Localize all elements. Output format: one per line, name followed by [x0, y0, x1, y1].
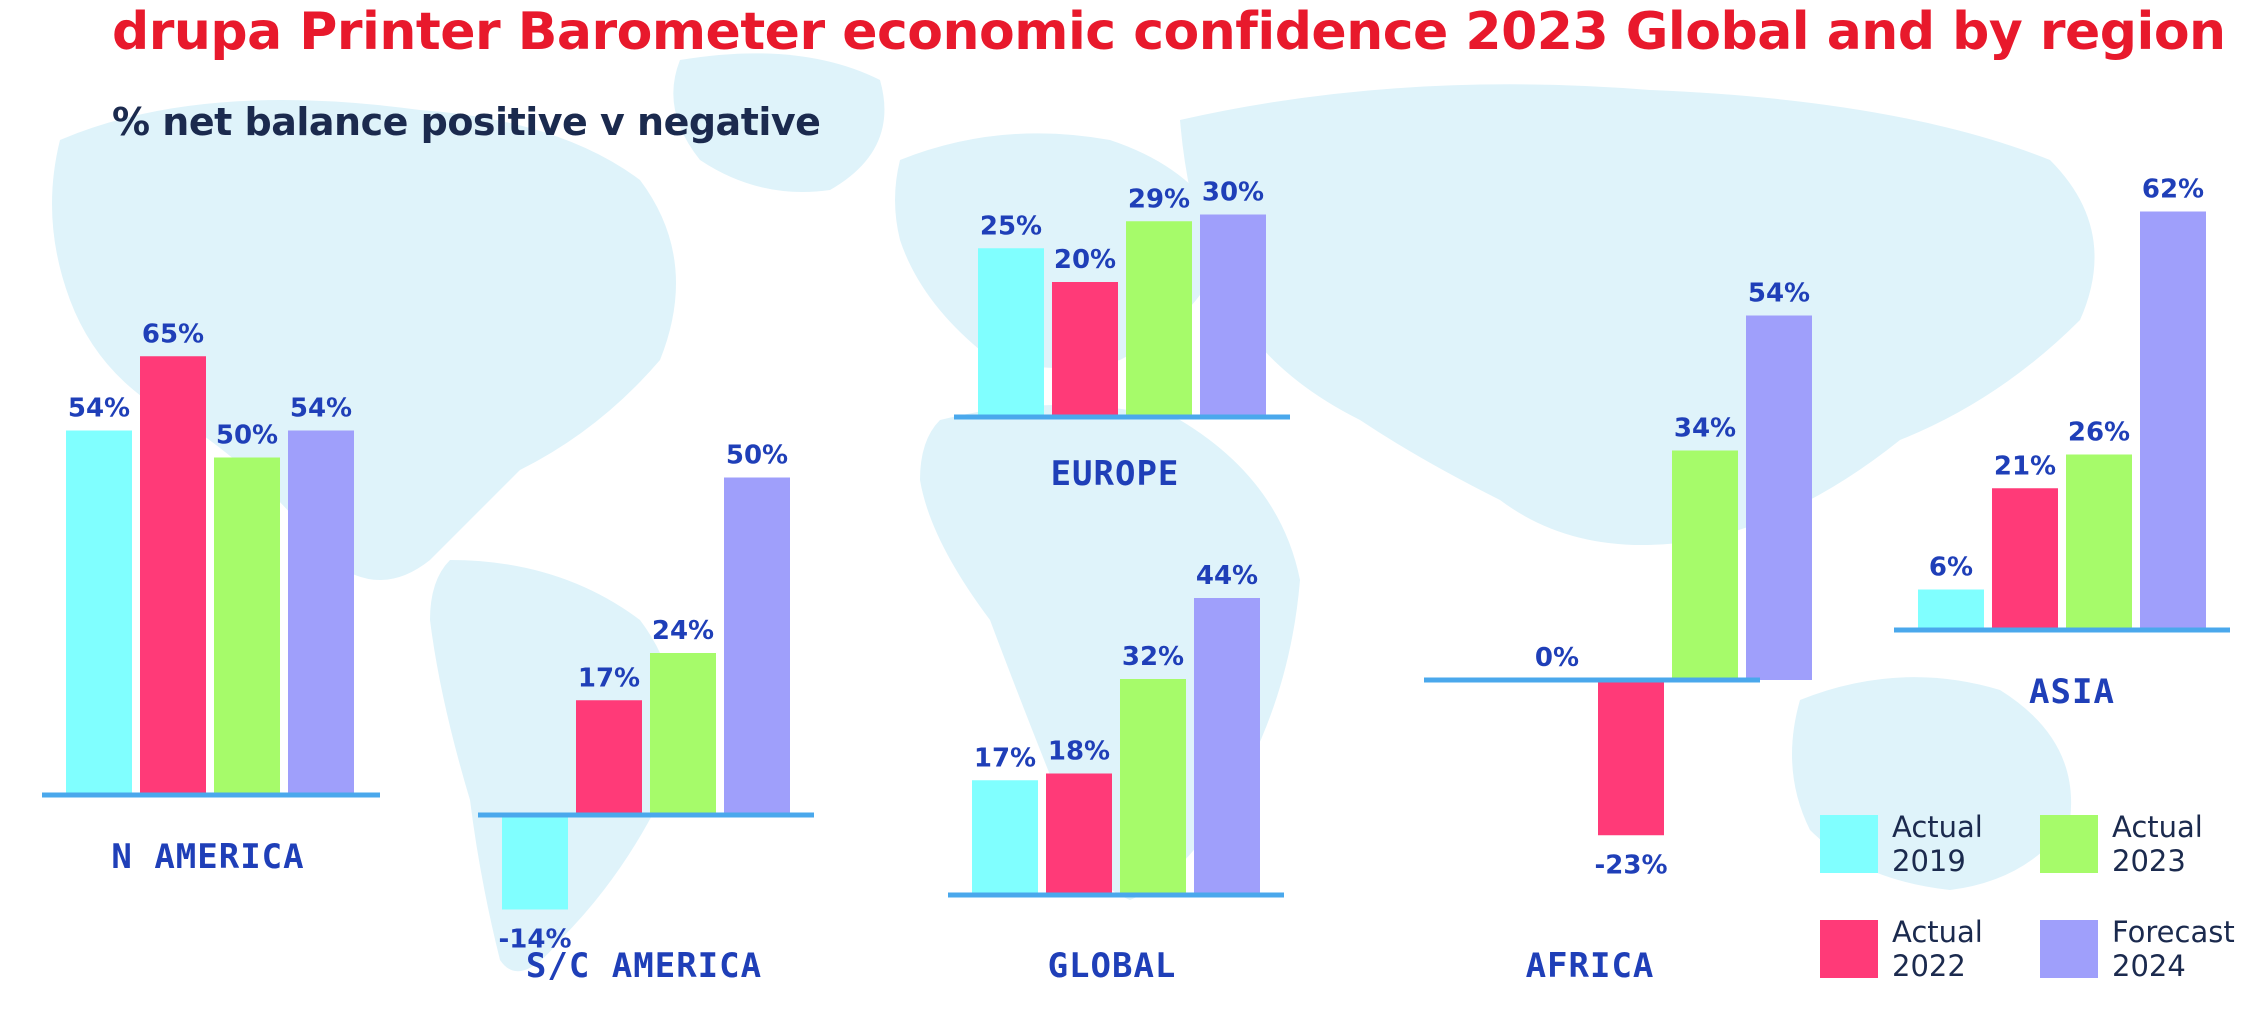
- region-label-asia: ASIA: [2029, 672, 2115, 712]
- data-label-africa-2: 34%: [1674, 414, 1736, 444]
- data-label-asia-2: 26%: [2068, 418, 2130, 448]
- legend-label: Actual 2022: [1892, 915, 1983, 983]
- data-label-africa-0: 0%: [1535, 643, 1579, 673]
- chart-title: drupa Printer Barometer economic confide…: [112, 2, 2226, 62]
- bar-s-c-america-2: [650, 653, 716, 815]
- data-label-africa-1: -23%: [1594, 850, 1667, 880]
- legend: Actual 2019 Actual 2022 Actual 2023 Fore…: [1820, 790, 2240, 1010]
- bar-europe-1: [1052, 282, 1118, 417]
- data-label-europe-2: 29%: [1128, 184, 1190, 214]
- data-label-europe-0: 25%: [980, 211, 1042, 241]
- map-greenland: [673, 53, 885, 193]
- bar-africa-1: [1598, 680, 1664, 836]
- bar-n-america-2: [214, 457, 280, 795]
- data-label-asia-1: 21%: [1994, 451, 2056, 481]
- bar-asia-3: [2140, 211, 2206, 630]
- bar-europe-2: [1126, 221, 1192, 417]
- region-label-n-america: N AMERICA: [111, 837, 304, 877]
- data-label-asia-3: 62%: [2142, 175, 2204, 205]
- data-label-europe-1: 20%: [1054, 245, 1116, 275]
- bar-global-3: [1194, 598, 1260, 895]
- data-label-africa-3: 54%: [1748, 279, 1810, 309]
- map-north-america: [52, 100, 676, 580]
- bar-n-america-1: [140, 356, 206, 795]
- data-label-n-america-1: 65%: [142, 319, 204, 349]
- region-label-africa: AFRICA: [1526, 946, 1655, 986]
- legend-item-actual-2023: Actual 2023: [2040, 810, 2242, 878]
- legend-item-forecast-2024: Forecast 2024: [2040, 915, 2242, 983]
- data-label-n-america-3: 54%: [290, 394, 352, 424]
- data-label-global-0: 17%: [974, 743, 1036, 773]
- legend-label: Actual 2019: [1892, 810, 1983, 878]
- region-label-global: GLOBAL: [1048, 946, 1177, 986]
- region-label-s-c-america: S/C AMERICA: [526, 946, 762, 986]
- bar-n-america-3: [288, 430, 354, 795]
- data-label-europe-3: 30%: [1202, 178, 1264, 208]
- bar-global-1: [1046, 773, 1112, 895]
- bar-n-america-0: [66, 430, 132, 795]
- bar-europe-3: [1200, 214, 1266, 417]
- data-label-global-1: 18%: [1048, 737, 1110, 767]
- data-label-global-3: 44%: [1196, 561, 1258, 591]
- region-label-europe: EUROPE: [1051, 454, 1180, 494]
- bar-africa-2: [1672, 450, 1738, 680]
- data-label-s-c-america-1: 17%: [578, 663, 640, 693]
- legend-label: Actual 2023: [2112, 810, 2203, 878]
- data-label-n-america-0: 54%: [68, 394, 130, 424]
- chart-subtitle: % net balance positive v negative: [112, 100, 821, 144]
- bar-s-c-america-0: [502, 815, 568, 910]
- data-label-n-america-2: 50%: [216, 421, 278, 451]
- data-label-global-2: 32%: [1122, 642, 1184, 672]
- bar-s-c-america-3: [724, 477, 790, 815]
- legend-swatch: [1820, 815, 1878, 873]
- legend-swatch: [2040, 920, 2098, 978]
- legend-item-actual-2022: Actual 2022: [1820, 915, 2022, 983]
- bar-asia-1: [1992, 488, 2058, 630]
- legend-swatch: [2040, 815, 2098, 873]
- map-south-america: [430, 560, 676, 972]
- bar-asia-2: [2066, 454, 2132, 630]
- legend-label: Forecast 2024: [2112, 915, 2235, 983]
- map-asia: [1180, 84, 2095, 546]
- bar-s-c-america-1: [576, 700, 642, 815]
- bar-global-0: [972, 780, 1038, 895]
- legend-item-actual-2019: Actual 2019: [1820, 810, 2022, 878]
- bar-africa-3: [1746, 315, 1812, 680]
- data-label-s-c-america-3: 50%: [726, 441, 788, 471]
- bar-europe-0: [978, 248, 1044, 417]
- data-label-s-c-america-2: 24%: [652, 616, 714, 646]
- bar-global-2: [1120, 679, 1186, 895]
- data-label-asia-0: 6%: [1929, 553, 1973, 583]
- legend-swatch: [1820, 920, 1878, 978]
- data-label-s-c-america-0: -14%: [498, 925, 571, 955]
- bar-asia-0: [1918, 589, 1984, 630]
